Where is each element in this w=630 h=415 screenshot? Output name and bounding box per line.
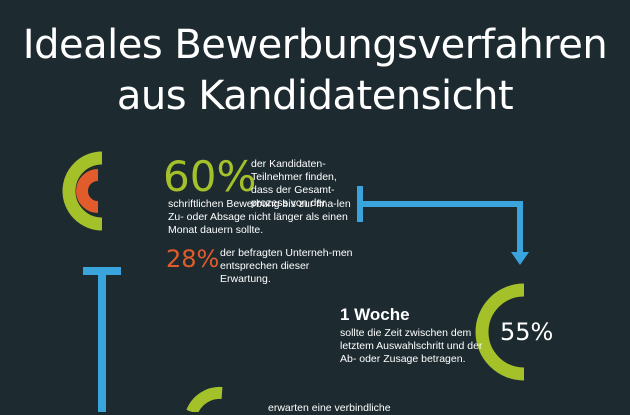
- stat-55-value: 55%: [500, 318, 554, 346]
- stat-60-value: 60%: [163, 152, 257, 201]
- stat-60-text-right: der Kandidaten-Teilnehmer finden, dass d…: [251, 158, 337, 209]
- stat-28-text: der befragten Unterneh-men entsprechen d…: [220, 247, 353, 285]
- bottom-text: erwarten eine verbindliche: [268, 402, 391, 414]
- arrow-down-icon: [511, 252, 529, 265]
- stat-60-text-below: schriftlichen Bewerbung bis zur fina-len…: [168, 198, 351, 236]
- donut-55-icon: [475, 283, 525, 381]
- donut-60-icon: [62, 151, 103, 231]
- stat-woche-heading: 1 Woche: [340, 305, 410, 324]
- connector-arrow-icon: [357, 186, 523, 255]
- stat-woche-text: sollte die Zeit zwischen dem letztem Aus…: [340, 327, 483, 365]
- donut-bottom-icon: [186, 386, 223, 412]
- page-title-line2: aus Kandidatensicht: [116, 73, 514, 119]
- connector-left-icon: [83, 267, 121, 412]
- stat-28-value: 28%: [166, 245, 220, 273]
- page-title-line1: Ideales Bewerbungsverfahren: [22, 22, 608, 68]
